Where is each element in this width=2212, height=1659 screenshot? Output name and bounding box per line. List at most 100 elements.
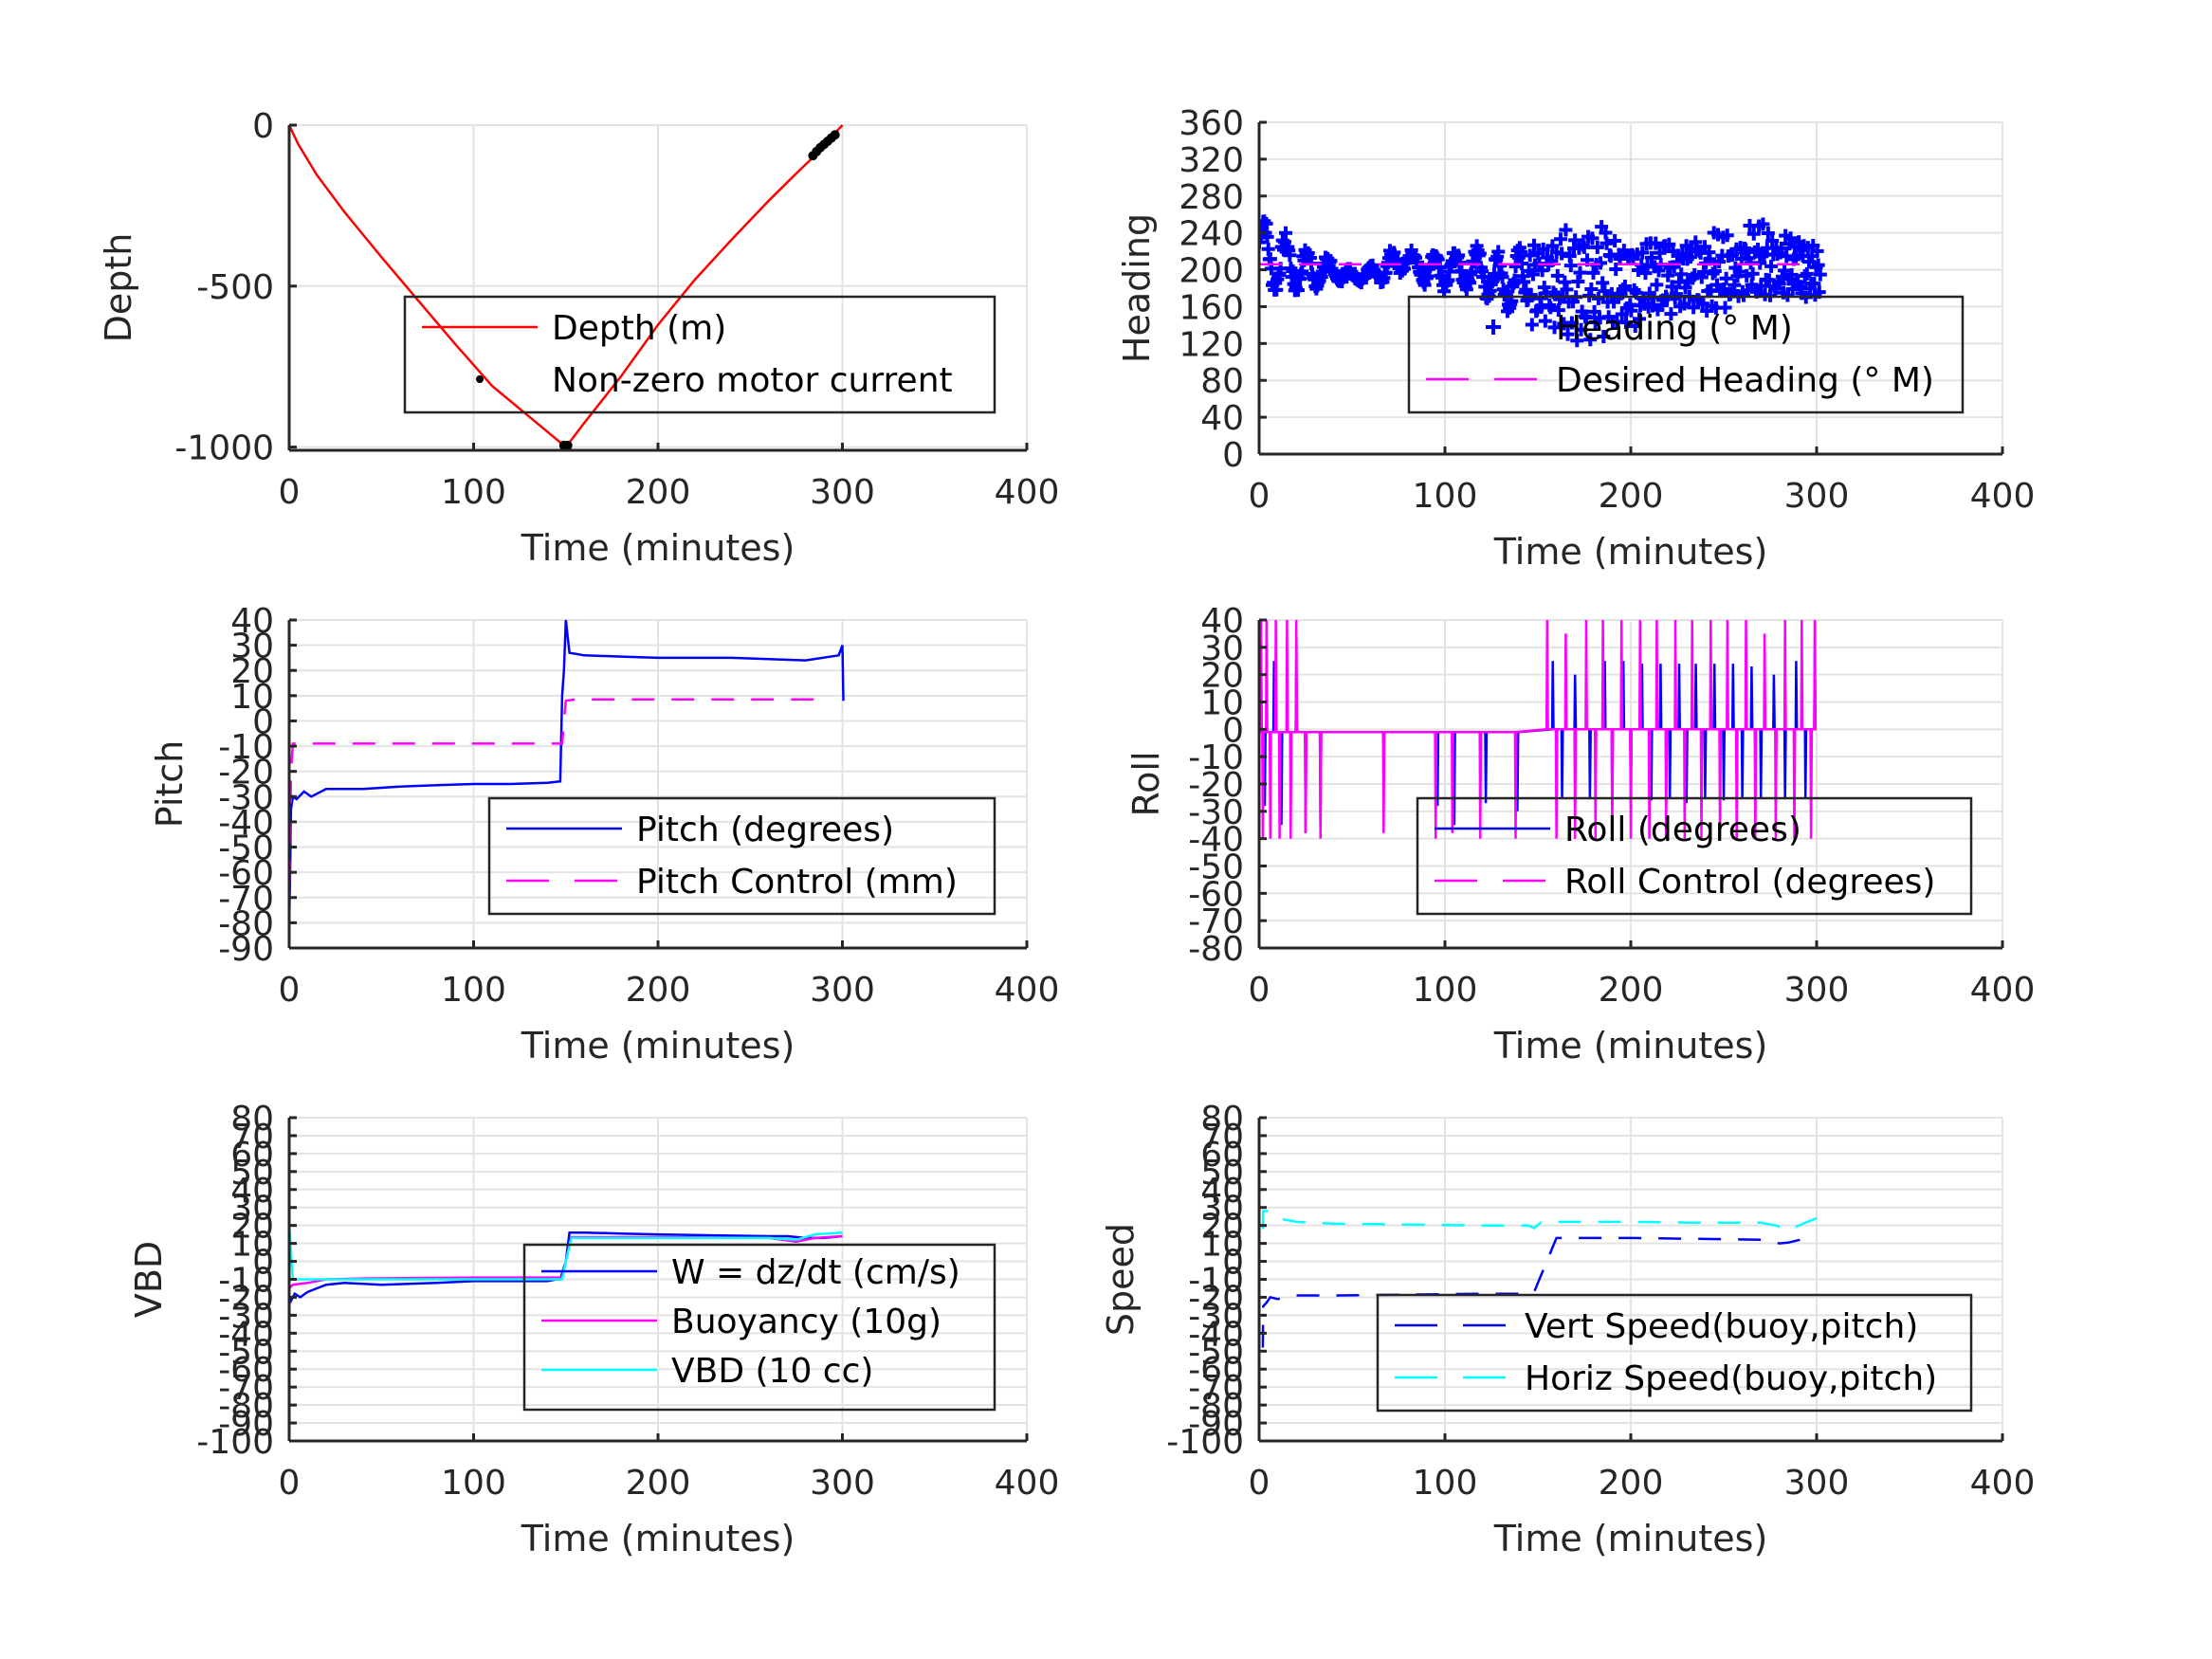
y-tick-label: 50 bbox=[230, 1154, 274, 1193]
y-tick-label: 60 bbox=[230, 1136, 274, 1175]
y-tick-label: -50 bbox=[1188, 848, 1244, 887]
legend-label: Desired Heading (° M) bbox=[1556, 361, 1934, 400]
heading-marker bbox=[1674, 267, 1689, 282]
y-tick-label: 0 bbox=[1222, 436, 1244, 475]
heading-marker bbox=[1688, 267, 1702, 282]
heading-marker bbox=[1687, 301, 1701, 315]
heading-marker bbox=[1544, 301, 1558, 315]
heading-marker bbox=[1677, 297, 1691, 311]
heading-marker bbox=[1746, 266, 1760, 281]
x-tick-label: 400 bbox=[1970, 1464, 2036, 1503]
legend-label: Pitch Control (mm) bbox=[636, 863, 958, 902]
heading-marker bbox=[1585, 231, 1600, 246]
series-line bbox=[289, 619, 845, 923]
legend-marker bbox=[476, 375, 484, 383]
y-tick-label: -90 bbox=[218, 930, 274, 969]
y-tick-label: 30 bbox=[230, 1190, 274, 1229]
legend-marker bbox=[1486, 319, 1501, 335]
legend-label: Horiz Speed(buoy,pitch) bbox=[1525, 1359, 1937, 1398]
plot-area bbox=[1259, 619, 1818, 839]
y-tick-label: -20 bbox=[1188, 766, 1244, 805]
plot-area bbox=[289, 124, 844, 451]
heading-marker bbox=[1807, 277, 1821, 291]
heading-marker bbox=[1260, 229, 1274, 244]
heading-marker bbox=[1746, 227, 1761, 241]
heading-marker bbox=[1644, 250, 1658, 264]
x-tick-label: 0 bbox=[1249, 971, 1271, 1010]
heading-marker bbox=[1618, 279, 1632, 293]
heading-marker bbox=[1669, 287, 1683, 301]
heading-marker bbox=[1561, 327, 1575, 341]
y-tick-label: 30 bbox=[1200, 629, 1244, 668]
x-tick-label: 400 bbox=[995, 971, 1060, 1010]
y-tick-label: 20 bbox=[1200, 1208, 1244, 1247]
y-tick-label: -40 bbox=[1188, 1315, 1244, 1354]
y-tick-label: -40 bbox=[1188, 821, 1244, 860]
x-axis-label: Time (minutes) bbox=[521, 1025, 795, 1066]
y-axis-label: Heading bbox=[1116, 213, 1158, 363]
y-tick-label: 30 bbox=[1200, 1190, 1244, 1229]
heading-marker bbox=[1526, 238, 1541, 252]
y-tick-label: -60 bbox=[218, 1351, 274, 1390]
legend-label: Roll (degrees) bbox=[1564, 811, 1801, 849]
axes bbox=[287, 618, 1029, 950]
heading-marker bbox=[1756, 217, 1770, 231]
x-axis-label: Time (minutes) bbox=[1493, 531, 1768, 573]
x-tick-label: 300 bbox=[1784, 477, 1850, 516]
x-tick-label: 100 bbox=[441, 971, 506, 1010]
heading-marker bbox=[1574, 322, 1588, 337]
x-axis-label: Time (minutes) bbox=[1493, 1518, 1768, 1559]
series-speed-0 bbox=[1261, 1234, 1818, 1348]
legend-label: Pitch (degrees) bbox=[636, 811, 894, 849]
chart-depth: 0 100 200 300 400 0 -500 -1000 Time (minutes) Dep… bbox=[98, 107, 1059, 569]
series-heading-0 bbox=[1259, 214, 1827, 348]
heading-marker bbox=[1813, 267, 1827, 282]
legend-box bbox=[522, 1243, 996, 1412]
legend: Depth (m) Non-zero motor current bbox=[403, 295, 996, 414]
heading-marker bbox=[1596, 276, 1610, 290]
x-tick-label: 400 bbox=[995, 473, 1060, 512]
axes bbox=[1257, 618, 2004, 950]
heading-marker bbox=[1554, 232, 1568, 246]
legend-box bbox=[1416, 796, 1973, 916]
x-tick-label: 300 bbox=[810, 473, 875, 512]
y-tick-label: -20 bbox=[218, 1279, 274, 1318]
heading-marker bbox=[1524, 288, 1538, 302]
legend-label: Heading (° M) bbox=[1556, 309, 1793, 348]
heading-marker bbox=[1739, 243, 1753, 257]
heading-marker bbox=[1662, 237, 1676, 251]
x-tick-label: 400 bbox=[995, 1464, 1060, 1503]
y-tick-label: -20 bbox=[218, 754, 274, 793]
x-tick-label: 400 bbox=[1970, 477, 2036, 516]
legend-label: Roll Control (degrees) bbox=[1564, 863, 1935, 902]
heading-marker bbox=[1259, 235, 1266, 249]
y-tick-label: -40 bbox=[218, 804, 274, 843]
axes bbox=[1257, 120, 2004, 456]
x-tick-label: 100 bbox=[1413, 971, 1478, 1010]
y-tick-label: -60 bbox=[1188, 875, 1244, 914]
heading-marker bbox=[1560, 283, 1574, 297]
y-tick-label: 80 bbox=[1200, 362, 1244, 401]
heading-marker bbox=[1728, 278, 1742, 292]
y-tick-label: -60 bbox=[218, 854, 274, 893]
heading-marker bbox=[1764, 288, 1777, 302]
y-tick-label: -60 bbox=[1188, 1351, 1244, 1390]
y-tick-label: 50 bbox=[1200, 1154, 1244, 1193]
plot-area bbox=[289, 619, 845, 923]
heading-marker bbox=[1547, 320, 1562, 335]
heading-marker bbox=[1586, 265, 1600, 280]
y-tick-label: 240 bbox=[1179, 215, 1244, 254]
series-line bbox=[1261, 1234, 1818, 1348]
y-tick-label: 0 bbox=[1222, 1244, 1244, 1283]
y-axis-label: Speed bbox=[1100, 1223, 1142, 1336]
x-tick-label: 200 bbox=[1599, 971, 1664, 1010]
heading-marker bbox=[1525, 318, 1539, 332]
y-tick-label: -90 bbox=[1188, 1405, 1244, 1444]
series-roll-1 bbox=[1259, 619, 1818, 839]
legend: Pitch (degrees) Pitch Control (mm) bbox=[487, 796, 996, 916]
y-tick-label: -50 bbox=[218, 1333, 274, 1372]
heading-marker bbox=[1772, 277, 1786, 291]
grid bbox=[288, 124, 1028, 450]
y-tick-label: -70 bbox=[1188, 1369, 1244, 1408]
series-pitch-1 bbox=[289, 698, 824, 923]
